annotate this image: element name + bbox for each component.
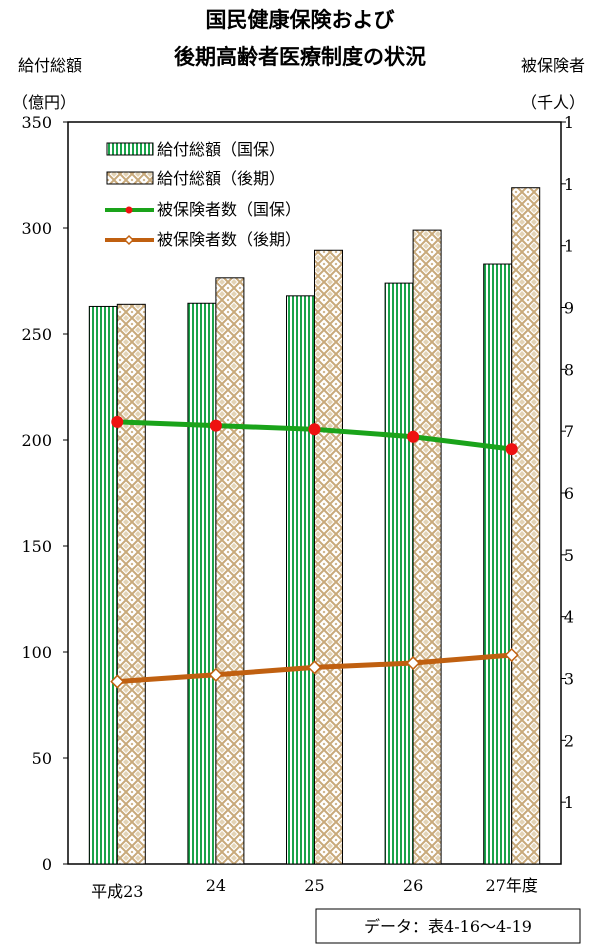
x-tick-label: 26 [403, 876, 423, 895]
x-tick-label: 25 [304, 876, 324, 895]
y-right-axis-label: 被保険者 [521, 56, 585, 75]
marker-kokuho [407, 430, 420, 443]
y-left-tick-label: 0 [42, 855, 52, 874]
marker-kouki [406, 655, 421, 671]
y-left-tick-label: 300 [21, 219, 52, 238]
bar-kouki [511, 187, 541, 865]
y-right-tick-label: 6 [564, 484, 574, 503]
y-right-tick-label: 1 [564, 113, 574, 132]
marker-kouki [208, 667, 223, 682]
y-right-tick-label: 4 [564, 608, 574, 627]
source-box [315, 908, 581, 944]
marker-kouki [307, 660, 322, 675]
chart-title-line1: 国民健康保険および [206, 8, 395, 32]
legend-swatch-kouki-bar [106, 171, 154, 185]
marker-kokuho [111, 415, 124, 428]
bar-kouki [412, 229, 442, 865]
lines-layer [110, 415, 519, 689]
x-tick-label: 平成23 [91, 882, 143, 901]
legend-marker-kokuho-line [125, 206, 133, 214]
y-right-tick-label: 1 [564, 237, 574, 256]
y-right-tick-label: 8 [564, 360, 574, 379]
x-tick-label: 27年度 [486, 876, 538, 895]
bar-kouki [314, 249, 343, 865]
y-right-tick-label: 5 [564, 546, 574, 565]
bar-kouki [116, 303, 146, 865]
y-left-tick-label: 150 [21, 537, 52, 556]
y-left-tick-label: 50 [32, 749, 52, 768]
marker-kokuho [209, 419, 222, 432]
marker-kouki [504, 647, 519, 663]
y-right-tick-label: 2 [564, 731, 574, 750]
y-right-tick-label: 1 [564, 175, 574, 194]
legend-swatch-kokuho-bar [106, 142, 154, 156]
source-text: データ：表4-16～4-19 [364, 917, 532, 936]
y-right-tick-label: 9 [564, 299, 574, 318]
y-right-tick-label: 1 [564, 793, 574, 812]
y-right-tick-label: 3 [564, 670, 574, 689]
y-left-axis-label: 給付総額 [18, 56, 82, 75]
bar-kouki [215, 277, 245, 865]
y-left-axis-unit: （億円） [12, 93, 76, 112]
legend: 給付総額（国保） 給付総額（後期） 被保険者数（国保） 被保険者数（後期） [105, 140, 301, 249]
x-tick-label: 24 [206, 876, 226, 895]
bar-kokuho [286, 295, 315, 865]
y-right-tick-label: 7 [564, 422, 574, 441]
legend-label-kokuho-line: 被保険者数（国保） [157, 200, 301, 219]
y-left-tick-label: 100 [21, 643, 52, 662]
bar-kokuho [384, 282, 414, 865]
bars-layer [88, 187, 541, 865]
legend-label-kouki-line: 被保険者数（後期） [157, 230, 301, 249]
legend-label-kouki-bar: 給付総額（後期） [157, 169, 285, 188]
ticks-layer: 0 50 100 150 200 250 300 350 1 2 3 4 5 6 7 8 9 1 1 1 平成23 24 2… [21, 113, 574, 901]
marker-kouki [110, 674, 125, 689]
y-right-axis-unit: （千人） [521, 93, 585, 112]
bar-kokuho [88, 305, 118, 865]
bar-kokuho [483, 263, 513, 865]
bar-kokuho [187, 302, 217, 865]
legend-marker-kouki-line [123, 234, 135, 246]
chart-title-line2: 後期高齢者医療制度の状況 [174, 45, 426, 69]
marker-kokuho [505, 443, 518, 456]
y-left-tick-label: 250 [21, 325, 52, 344]
marker-kokuho [308, 423, 321, 436]
y-left-tick-label: 350 [21, 113, 52, 132]
legend-label-kokuho-bar: 給付総額（国保） [157, 140, 285, 159]
y-left-tick-label: 200 [21, 431, 52, 450]
